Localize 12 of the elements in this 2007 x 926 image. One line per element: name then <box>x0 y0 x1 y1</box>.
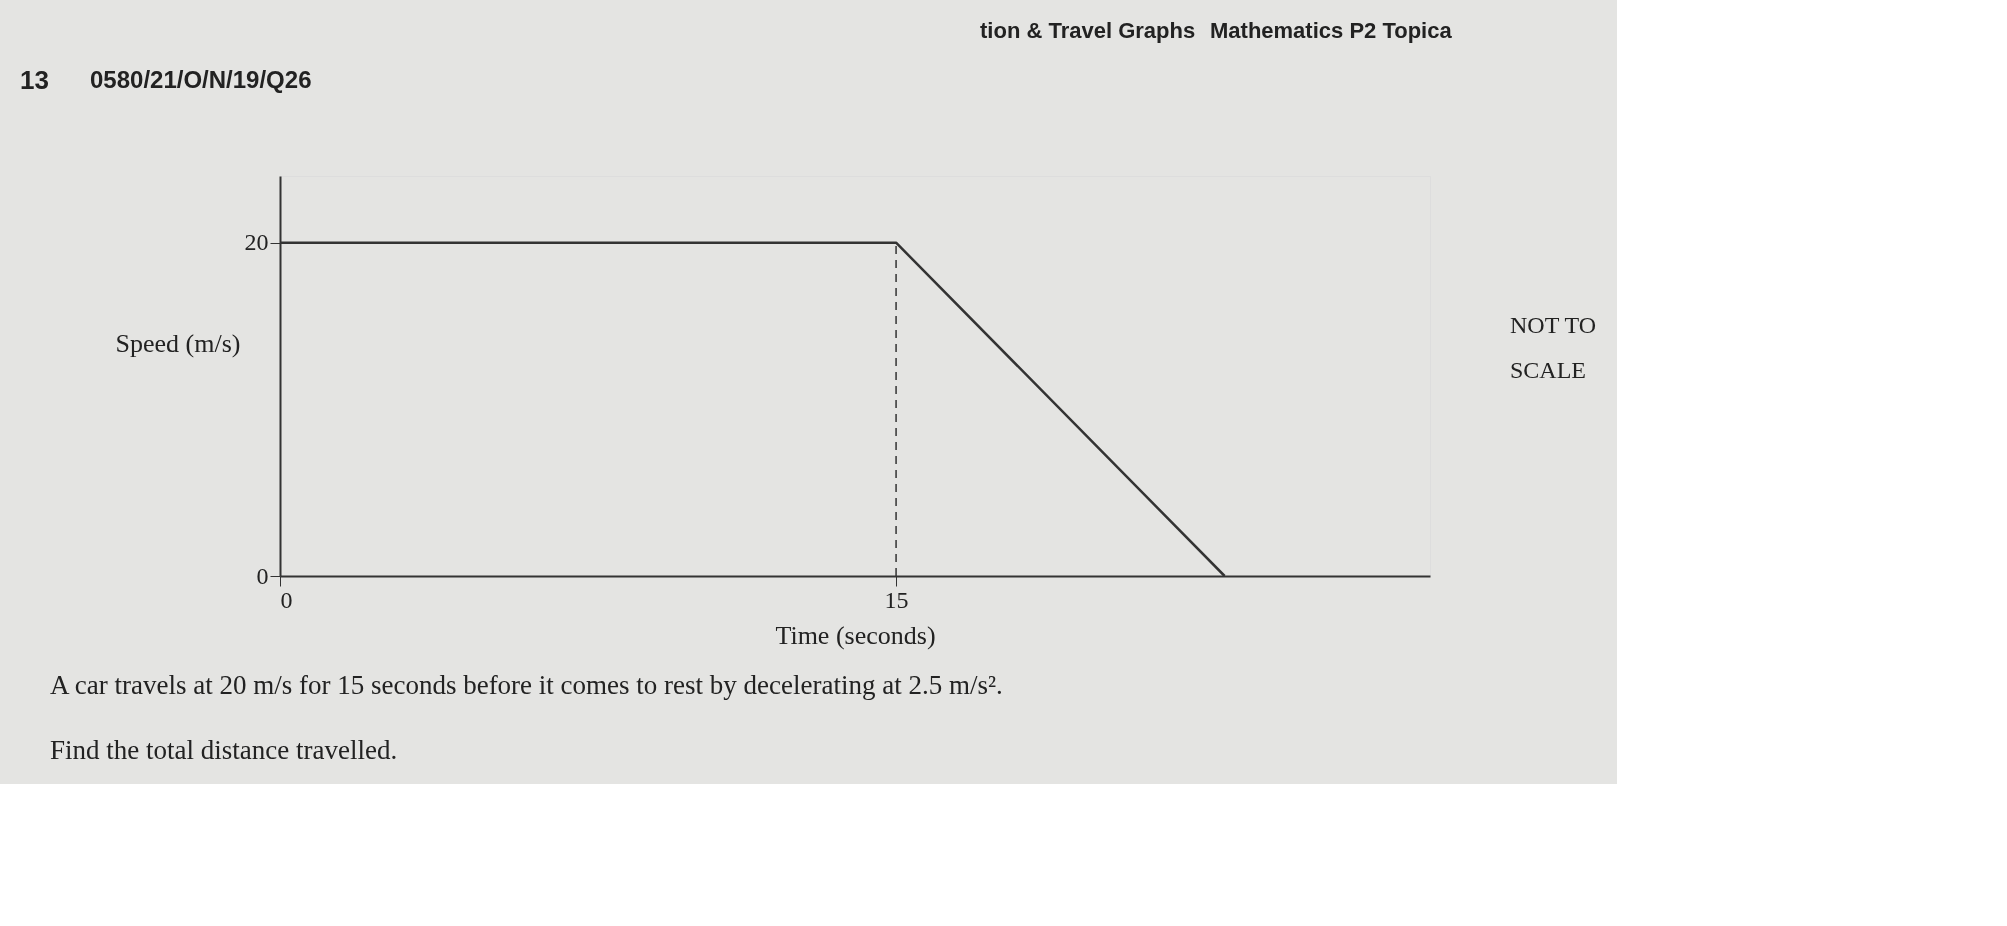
text: tion & Travel Graphs <box>980 18 1196 43</box>
text: 0580/21/O/N/19/Q26 <box>90 66 312 93</box>
x-axis-title: Time (seconds) <box>775 620 936 650</box>
text: Mathematics P2 Topica <box>1210 18 1453 43</box>
y-tick-label: 20 <box>244 229 269 256</box>
y-axis-title: Speed (m/s) <box>115 328 241 358</box>
x-tick-label: 15 <box>884 586 909 613</box>
text: 13 <box>20 65 49 95</box>
text: Find the total distance travelled. <box>50 735 398 765</box>
text: A car travels at 20 m/s for 15 seconds before it comes to rest by decelerating at 2.5 m/s². <box>50 670 1003 700</box>
text: NOT TO <box>1510 312 1597 338</box>
text: SCALE <box>1510 357 1587 383</box>
